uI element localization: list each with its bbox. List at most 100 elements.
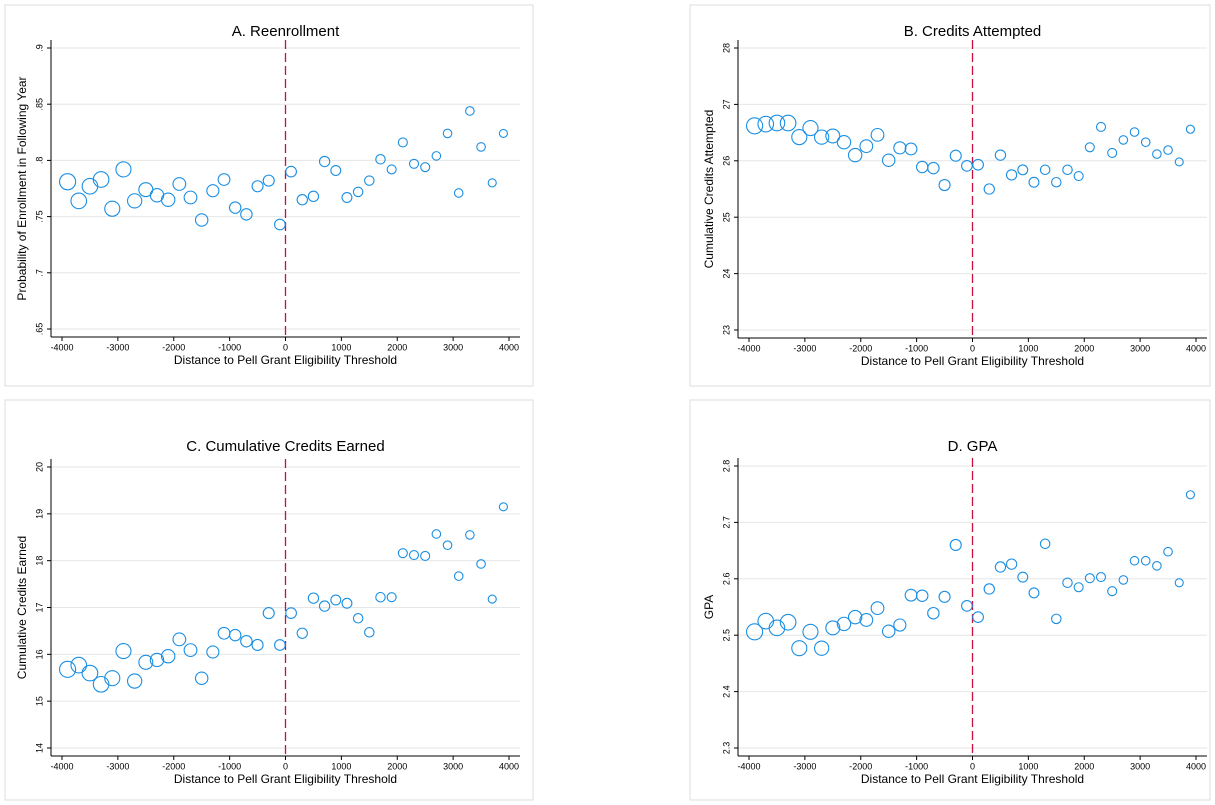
bubble [949,149,962,162]
bubble [1005,558,1018,570]
bubble [1185,490,1195,500]
bubble [453,571,464,581]
y-axis-label: Cumulative Credits Earned [15,536,29,679]
bubble [836,616,852,632]
bubble [1028,176,1040,188]
x-tick-label: -3000 [793,761,816,771]
bubble [802,623,819,640]
bubble [465,106,475,116]
bubble [217,173,231,186]
bubble [847,609,863,625]
bubble [431,151,442,161]
y-tick-label: 2.4 [721,685,731,698]
bubble [1073,170,1084,182]
bubble [251,638,264,652]
bubble [893,618,907,632]
bubble [791,640,808,657]
bubble [285,607,297,619]
bubble [476,559,486,569]
bubble [1163,145,1173,155]
bubble [172,632,187,647]
x-tick-label: -2000 [849,343,872,353]
x-tick-label: -3000 [106,342,129,352]
y-tick-label: 17 [34,602,44,612]
x-tick-label: -3000 [793,343,816,353]
bubble [160,192,176,207]
bubble [745,117,764,135]
bubble [206,184,220,198]
bubble [813,129,830,145]
bubble [274,639,286,651]
bubble [847,147,863,163]
bubble [972,611,984,624]
bubble [92,675,110,693]
y-tick-label: 14 [34,743,44,753]
bubble [1028,587,1040,599]
bubble [1118,135,1129,145]
x-tick-label: -2000 [162,761,185,771]
x-tick-label: 1000 [1018,761,1038,771]
bubble [1005,169,1018,181]
y-tick-label: 2.5 [721,629,731,642]
bubble [779,613,797,631]
bubble [397,137,408,148]
bubble [341,192,353,203]
bubble [487,594,497,604]
bubble [206,645,220,659]
x-tick-label: 0 [970,761,975,771]
bubble [375,154,386,165]
x-tick-label: -2000 [162,342,185,352]
chart-title: B. Credits Attempted [904,23,1042,40]
bubble [476,142,486,152]
bubble [442,540,453,551]
bubble [160,648,176,664]
y-tick-label: .9 [34,44,44,52]
bubble [240,634,253,648]
bubble [420,162,431,173]
bubble [745,623,764,641]
bubble [1129,555,1140,566]
bubble [1039,164,1051,176]
bubble [115,642,132,660]
bubble [881,153,896,167]
bubble [364,627,375,638]
bubble [262,174,275,187]
y-tick-label: 16 [34,649,44,659]
y-tick-label: 26 [721,156,731,166]
bubble [386,164,397,175]
y-tick-label: 25 [721,212,731,222]
bubble [442,128,453,139]
bubble [465,530,475,540]
y-tick-label: .7 [34,269,44,277]
bubble [927,606,940,620]
x-tick-label: 0 [283,342,288,352]
bubble [453,188,464,198]
y-tick-label: 27 [721,99,731,109]
y-tick-label: 2.7 [721,516,731,529]
panel-frame [689,4,1211,387]
bubble [296,627,308,639]
x-tick-label: 3000 [443,342,463,352]
bubble [217,626,231,640]
bubble [1185,124,1195,134]
y-tick-label: 23 [721,325,731,335]
bubble [115,161,132,178]
bubble [172,177,187,191]
bubble [961,599,973,612]
bubble [240,208,253,221]
panel-frame [4,399,534,801]
bubble [1118,575,1129,585]
bubble [104,670,121,687]
x-tick-label: -4000 [737,761,760,771]
bubble [1017,571,1029,583]
y-tick-label: 18 [34,556,44,566]
bubble [126,193,143,209]
bubble [194,671,209,685]
bubble [1107,586,1118,597]
bubble [859,139,874,154]
bubble [262,607,275,620]
bubble [904,588,918,602]
bubble [1107,147,1118,158]
chart-panel: B. Credits Attempted 23 24 25 26 27 28 -4000 -30… [689,4,1211,387]
